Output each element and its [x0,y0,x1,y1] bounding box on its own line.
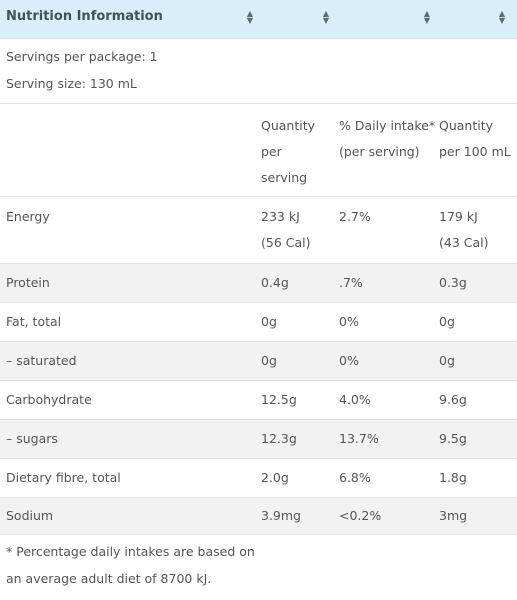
sort-icon[interactable]: ▲ ▼ [423,9,431,25]
table-row: Fat, total 0g 0% 0g [0,303,517,342]
per-serving-value: 12.5g [261,392,297,407]
per-serving-value-2: (56 Cal) [261,235,311,250]
nutrient-name: Fat, total [6,314,62,329]
per-serving-value: 0g [261,353,277,368]
servings-per-package: Servings per package: 1 [6,49,158,64]
per-serving-value: 3.9mg [261,508,301,523]
per-serving-value: 0.4g [261,275,289,290]
sort-icon[interactable]: ▲ ▼ [498,9,506,25]
per-100-value: 179 kJ [439,209,478,224]
column-headers: Quantity per serving % Daily intake* (pe… [0,104,517,197]
table-row: Sodium 3.9mg <0.2% 3mg [0,498,517,535]
daily-intake-value: 6.8% [339,470,371,485]
table-header: Nutrition Information ▲ ▼ ▲ ▼ ▲ ▼ ▲ ▼ [0,0,517,39]
per-100-value-2: (43 Cal) [439,235,489,250]
per-serving-value: 12.3g [261,431,297,446]
footnote: * Percentage daily intakes are based on … [0,534,517,600]
col-qty-serving-line2: per [261,144,282,159]
table-row: Protein 0.4g .7% 0.3g [0,264,517,303]
col-qty-serving-line3: serving [261,170,308,185]
col-daily-line2: (per serving) [339,144,420,159]
per-100-value: 0g [439,314,455,329]
per-100-value: 1.8g [439,470,467,485]
footnote-line1: * Percentage daily intakes are based on [6,544,255,559]
col-qty-100-line2: per 100 mL [439,144,511,159]
col-qty-serving-line1: Quantity [261,118,316,133]
daily-intake-value: 13.7% [339,431,379,446]
daily-intake-value: 4.0% [339,392,371,407]
table-row: Dietary fibre, total 2.0g 6.8% 1.8g [0,459,517,498]
per-serving-value: 2.0g [261,470,289,485]
nutrient-name: Protein [6,275,50,290]
per-100-value: 0.3g [439,275,467,290]
per-100-value: 0g [439,353,455,368]
nutrient-name: Energy [6,209,50,224]
table-row: Carbohydrate 12.5g 4.0% 9.6g [0,381,517,420]
per-serving-value: 0g [261,314,277,329]
daily-intake-value: 0% [339,314,359,329]
daily-intake-value: <0.2% [339,508,382,523]
sort-icon[interactable]: ▲ ▼ [246,9,254,25]
per-100-value: 9.5g [439,431,467,446]
col-daily-line1: % Daily intake* [339,118,436,133]
daily-intake-value: 2.7% [339,209,371,224]
per-100-value: 3mg [439,508,468,523]
footnote-line2: an average adult diet of 8700 kJ. [6,571,212,586]
nutrient-name: Sodium [6,508,54,523]
sort-icon[interactable]: ▲ ▼ [322,9,330,25]
col-qty-100-line1: Quantity [439,118,494,133]
per-serving-value: 233 kJ [261,209,300,224]
nutrient-name: – sugars [6,431,58,446]
per-100-value: 9.6g [439,392,467,407]
table-title: Nutrition Information [6,9,163,24]
table-row: – saturated 0g 0% 0g [0,342,517,381]
daily-intake-value: .7% [339,275,363,290]
servings-info: Servings per package: 1 Serving size: 13… [0,39,517,104]
table-row: Energy 233 kJ (56 Cal) 2.7% 179 kJ (43 C… [0,197,517,264]
nutrient-name: – saturated [6,353,77,368]
serving-size: Serving size: 130 mL [6,76,137,91]
nutrient-name: Carbohydrate [6,392,92,407]
daily-intake-value: 0% [339,353,359,368]
nutrient-name: Dietary fibre, total [6,470,121,485]
table-row: – sugars 12.3g 13.7% 9.5g [0,420,517,459]
